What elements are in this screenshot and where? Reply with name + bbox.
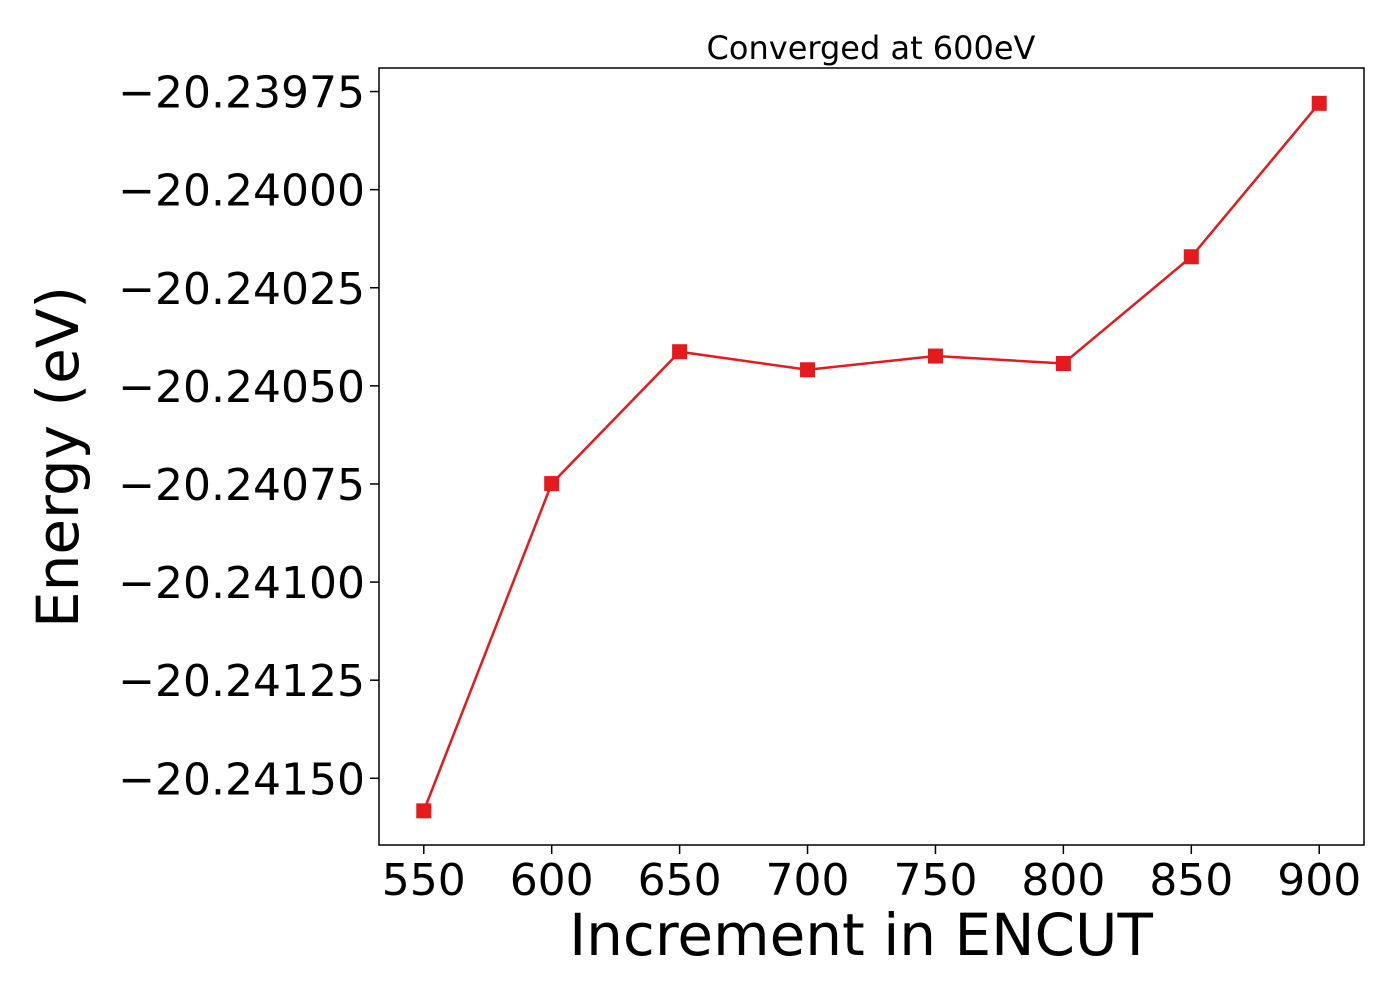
x-tick-label: 650	[638, 855, 722, 906]
chart-title: Converged at 600eV	[707, 29, 1036, 67]
y-tick-label: −20.24050	[118, 362, 365, 413]
x-tick-label: 700	[766, 855, 850, 906]
x-tick-label: 900	[1277, 855, 1361, 906]
data-point-marker	[1311, 95, 1327, 111]
data-point-marker	[1183, 249, 1199, 265]
y-tick-label: −20.24025	[118, 264, 365, 315]
data-point-marker	[927, 348, 943, 364]
y-axis-label: Energy (eV)	[24, 286, 92, 628]
data-point-marker	[544, 476, 560, 492]
y-tick-label: −20.24125	[118, 656, 365, 707]
x-tick-label: 800	[1021, 855, 1105, 906]
data-point-marker	[672, 344, 688, 360]
y-tick-label: −20.24150	[118, 754, 365, 805]
x-tick-label: 600	[510, 855, 594, 906]
plot-area	[416, 95, 1327, 819]
data-point-marker	[416, 803, 432, 819]
x-axis-label: Increment in ENCUT	[569, 901, 1153, 969]
data-point-marker	[1055, 355, 1071, 371]
data-point-marker	[800, 362, 816, 378]
y-tick-label: −20.24100	[118, 558, 365, 609]
x-axis-ticks: 550 600 650 700 750 800 850 900	[382, 845, 1361, 906]
y-axis-ticks: −20.24150 −20.24125 −20.24100 −20.24075 −20.…	[118, 68, 379, 805]
x-tick-label: 550	[382, 855, 466, 906]
y-tick-label: −20.23975	[118, 68, 365, 119]
y-tick-label: −20.24000	[118, 166, 365, 217]
y-tick-label: −20.24075	[118, 460, 365, 511]
axes-frame	[378, 67, 1365, 846]
series-line	[422, 102, 1321, 812]
x-tick-label: 850	[1149, 855, 1233, 906]
x-tick-label: 750	[893, 855, 977, 906]
